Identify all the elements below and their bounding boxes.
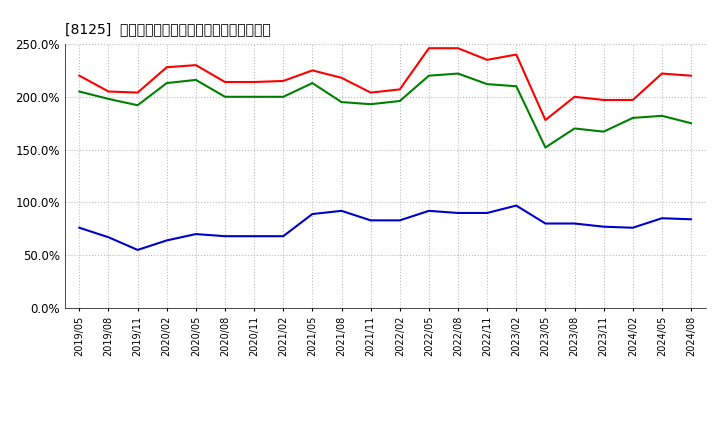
現預金比率 bbox=[512, 203, 521, 208]
当座比率 bbox=[395, 99, 404, 104]
当座比率 bbox=[337, 99, 346, 105]
現預金比率 bbox=[629, 225, 637, 231]
流動比率 bbox=[220, 79, 229, 84]
現預金比率 bbox=[366, 218, 375, 223]
当座比率 bbox=[599, 129, 608, 134]
現預金比率 bbox=[337, 208, 346, 213]
当座比率 bbox=[687, 121, 696, 126]
流動比率 bbox=[163, 65, 171, 70]
現預金比率 bbox=[220, 234, 229, 239]
当座比率 bbox=[133, 103, 142, 108]
流動比率 bbox=[366, 90, 375, 95]
当座比率 bbox=[75, 89, 84, 94]
流動比率 bbox=[395, 87, 404, 92]
流動比率 bbox=[308, 68, 317, 73]
流動比率 bbox=[687, 73, 696, 78]
現預金比率 bbox=[454, 210, 462, 216]
現預金比率 bbox=[570, 221, 579, 226]
当座比率 bbox=[279, 94, 287, 99]
流動比率 bbox=[279, 78, 287, 84]
流動比率 bbox=[512, 52, 521, 57]
流動比率 bbox=[133, 90, 142, 95]
現預金比率 bbox=[687, 216, 696, 222]
当座比率 bbox=[220, 94, 229, 99]
現預金比率 bbox=[104, 235, 113, 240]
流動比率 bbox=[570, 94, 579, 99]
流動比率 bbox=[483, 57, 492, 62]
現預金比率 bbox=[599, 224, 608, 229]
現預金比率 bbox=[308, 211, 317, 216]
流動比率 bbox=[250, 79, 258, 84]
当座比率 bbox=[425, 73, 433, 78]
流動比率 bbox=[629, 97, 637, 103]
当座比率 bbox=[570, 126, 579, 131]
流動比率 bbox=[192, 62, 200, 68]
現預金比率 bbox=[395, 218, 404, 223]
Text: [8125]  流動比率、当座比率、現預金比率の推移: [8125] 流動比率、当座比率、現預金比率の推移 bbox=[65, 22, 271, 36]
当座比率 bbox=[483, 81, 492, 87]
流動比率 bbox=[75, 73, 84, 78]
流動比率 bbox=[599, 97, 608, 103]
Line: 現預金比率: 現預金比率 bbox=[79, 205, 691, 250]
流動比率 bbox=[454, 46, 462, 51]
流動比率 bbox=[104, 89, 113, 94]
現預金比率 bbox=[483, 210, 492, 216]
当座比率 bbox=[192, 77, 200, 83]
当座比率 bbox=[163, 81, 171, 86]
Line: 流動比率: 流動比率 bbox=[79, 48, 691, 120]
現預金比率 bbox=[657, 216, 666, 221]
流動比率 bbox=[541, 117, 550, 123]
流動比率 bbox=[337, 75, 346, 81]
現預金比率 bbox=[75, 225, 84, 231]
現預金比率 bbox=[279, 234, 287, 239]
当座比率 bbox=[629, 115, 637, 121]
現預金比率 bbox=[192, 231, 200, 237]
当座比率 bbox=[454, 71, 462, 76]
当座比率 bbox=[657, 113, 666, 118]
当座比率 bbox=[104, 96, 113, 102]
当座比率 bbox=[250, 94, 258, 99]
現預金比率 bbox=[163, 238, 171, 243]
当座比率 bbox=[541, 145, 550, 150]
現預金比率 bbox=[133, 247, 142, 253]
流動比率 bbox=[425, 46, 433, 51]
当座比率 bbox=[308, 81, 317, 86]
現預金比率 bbox=[250, 234, 258, 239]
当座比率 bbox=[512, 84, 521, 89]
当座比率 bbox=[366, 102, 375, 107]
流動比率 bbox=[657, 71, 666, 76]
現預金比率 bbox=[425, 208, 433, 213]
現預金比率 bbox=[541, 221, 550, 226]
Line: 当座比率: 当座比率 bbox=[79, 73, 691, 147]
